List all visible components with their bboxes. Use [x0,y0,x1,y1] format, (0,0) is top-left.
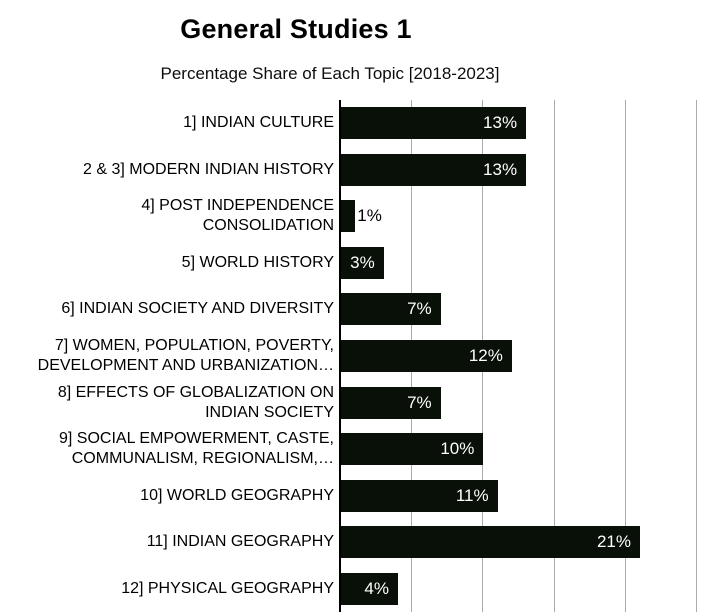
category-label: 10] WORLD GEOGRAPHY [140,486,334,504]
y-axis-line [339,100,341,612]
category-label: 8] EFFECTS OF GLOBALIZATION ON INDIAN SO… [57,383,334,421]
category-label: 5] WORLD HISTORY [181,253,334,271]
category-label: 9] SOCIAL EMPOWERMENT, CASTE, COMMUNALIS… [58,430,334,468]
bar: 3% [341,246,384,279]
value-label: 4% [364,578,389,598]
category-label: 2 & 3] MODERN INDIAN HISTORY [82,160,334,178]
bar: 10% [341,433,484,466]
chart-subtitle: Percentage Share of Each Topic [2018-202… [160,64,500,83]
bar: 1% [341,200,382,233]
bar-rows: 1] INDIAN CULTURE 13% 2 & 3] MODERN INDIAN… [0,100,724,612]
bar-cell: 21% [341,519,724,566]
category-label: 1] INDIAN CULTURE [183,114,334,132]
value-label: 1% [357,206,382,226]
value-label: 11% [455,485,489,505]
category-label: 6] INDIAN SOCIETY AND DIVERSITY [61,300,334,318]
gridline [624,100,626,612]
bar-cell: 11% [341,472,724,519]
bar-cell: 7% [341,286,724,333]
bar: 4% [341,572,398,605]
value-label: 12% [468,345,503,365]
bar: 21% [341,526,640,559]
bar-cell: 7% [341,379,724,426]
chart-title: General Studies 1 [180,14,412,44]
value-label: 13% [483,159,518,179]
category-label: 4] POST INDEPENDENCE CONSOLIDATION [141,197,334,235]
bar-cell: 3% [341,240,724,287]
plot-area: 1] INDIAN CULTURE 13% 2 & 3] MODERN INDIAN… [0,100,724,612]
value-label: 13% [483,113,518,133]
value-label: 7% [407,392,432,412]
bar: 13% [341,153,527,186]
value-label: 3% [350,252,375,272]
value-label: 21% [596,532,631,552]
bar-cell: 13% [341,147,724,194]
gridline [553,100,555,612]
value-label: 10% [440,439,475,459]
bar: 12% [341,339,512,372]
bar-cell: 4% [341,565,724,612]
category-label: 11] INDIAN GEOGRAPHY [146,533,334,551]
value-label: 7% [407,299,432,319]
bar-cell: 10% [341,426,724,473]
bar: 7% [341,293,441,326]
bar-cell: 13% [341,100,724,147]
bar: 11% [341,479,498,512]
bar: 13% [341,107,527,140]
bar-cell: 12% [341,333,724,380]
category-label: 12] PHYSICAL GEOGRAPHY [121,579,334,597]
bar: 7% [341,386,441,419]
bar-cell: 1% [341,193,724,240]
gridline [695,100,697,612]
category-label: 7] WOMEN, POPULATION, POVERTY, DEVELOPME… [37,336,334,374]
